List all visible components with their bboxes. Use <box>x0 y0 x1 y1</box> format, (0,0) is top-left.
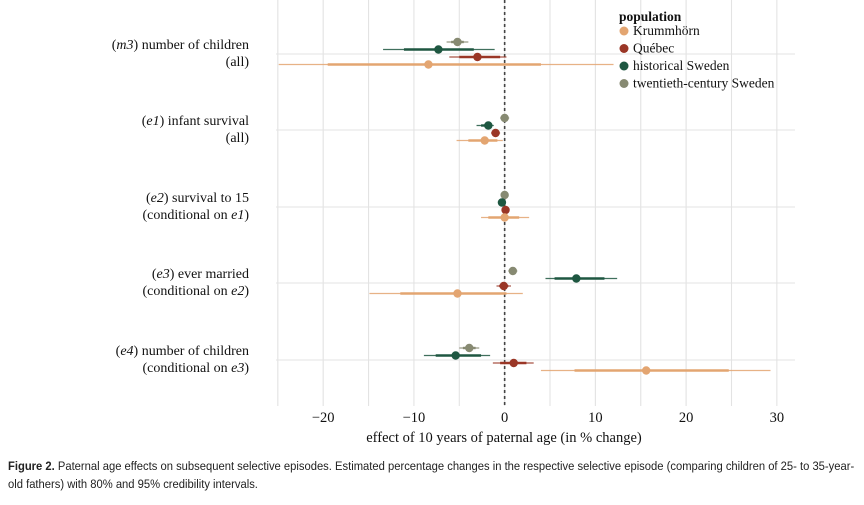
category-label-segment: e4 <box>120 344 133 359</box>
category-label: (e4) number of children <box>116 344 249 359</box>
y-axis-labels: (m3) number of children(all)(e1) infant … <box>112 38 250 376</box>
category-label-segment: (conditional on <box>142 361 231 376</box>
estimate-point <box>484 121 493 130</box>
category-label-segment: ) ever married <box>170 267 249 282</box>
estimate-point <box>641 366 651 375</box>
category-label: (conditional on e3) <box>142 361 249 376</box>
category-label-segment: e3 <box>231 361 244 376</box>
category-label-segment: ) <box>244 361 249 376</box>
category-label: (all) <box>226 55 250 70</box>
x-tick-label: 30 <box>770 410 785 426</box>
x-axis-ticks: −20 −10 0 10 20 30 <box>312 410 784 426</box>
category-label: (e1) infant survival <box>142 114 249 129</box>
legend-entry: twentieth-century Sweden <box>633 76 775 91</box>
estimate-point <box>434 45 443 54</box>
category-label-segment: e1 <box>231 208 244 223</box>
estimate-point <box>509 358 518 368</box>
category-label: (e2) survival to 15 <box>146 191 249 206</box>
category-label: (conditional on e2) <box>142 284 249 299</box>
category-label-segment: ( <box>116 344 121 359</box>
estimate-point <box>500 190 509 200</box>
category-label-segment: e3 <box>156 267 169 282</box>
estimate-point <box>508 266 518 276</box>
category-label-segment: e2 <box>151 191 164 206</box>
estimate-point <box>572 274 581 283</box>
category-label-segment: e1 <box>146 114 159 129</box>
estimate-point <box>499 281 508 291</box>
estimate-point <box>465 343 474 353</box>
legend-swatch <box>619 44 629 53</box>
caption-text: Paternal age effects on subsequent selec… <box>8 459 855 491</box>
estimate-point <box>501 205 510 215</box>
figure-caption: Figure 2. Paternal age effects on subseq… <box>8 457 859 493</box>
category-label-segment: m3 <box>116 38 133 53</box>
plot-marks <box>278 37 771 375</box>
category-label-segment: ) infant survival <box>160 114 250 129</box>
legend-entry: Krummhörn <box>633 23 700 38</box>
category-label-segment: ) number of children <box>134 38 249 53</box>
category-label-segment: (conditional on <box>142 284 231 299</box>
category-label: (conditional on e1) <box>142 208 249 223</box>
estimate-point <box>500 213 509 222</box>
category-label: (all) <box>226 131 250 146</box>
category-label-segment: ) <box>244 284 249 299</box>
grid <box>276 0 795 406</box>
category-label-segment: ( <box>152 267 157 282</box>
category-label-segment: e2 <box>231 284 244 299</box>
legend-title: population <box>619 9 682 24</box>
estimate-point <box>453 37 462 47</box>
x-tick-label: −20 <box>312 410 335 426</box>
x-tick-label: 0 <box>501 410 508 426</box>
x-axis-label: effect of 10 years of paternal age (in %… <box>366 430 642 446</box>
estimate-point <box>497 198 507 207</box>
category-label-segment: (conditional on <box>142 208 231 223</box>
legend-swatch <box>619 61 629 71</box>
estimate-point <box>453 289 462 298</box>
legend: population Krummhörn Québec historical Swe… <box>619 9 775 91</box>
estimate-point <box>424 60 433 69</box>
legend-swatch <box>619 79 629 88</box>
x-tick-label: 20 <box>679 410 694 426</box>
estimate-point <box>473 52 482 62</box>
legend-swatch <box>619 26 629 36</box>
category-label-segment: ( <box>146 191 151 206</box>
x-tick-label: −10 <box>403 410 426 426</box>
category-label-segment: (all) <box>226 55 250 70</box>
category-label-segment: ) survival to 15 <box>164 191 249 206</box>
category-label-segment: (all) <box>226 131 250 146</box>
estimate-point <box>451 351 460 360</box>
category-label-segment: ( <box>112 38 117 53</box>
caption-label: Figure 2. <box>8 459 55 473</box>
x-tick-label: 10 <box>588 410 603 426</box>
category-label: (m3) number of children <box>112 38 249 53</box>
category-label: (e3) ever married <box>152 267 249 282</box>
estimate-point <box>500 113 509 123</box>
category-label-segment: ) number of children <box>134 344 249 359</box>
category-label-segment: ) <box>244 208 249 223</box>
estimate-point <box>491 128 500 138</box>
estimate-point <box>480 136 489 145</box>
legend-entry: historical Sweden <box>633 58 730 73</box>
legend-entry: Québec <box>633 41 674 56</box>
category-label-segment: ( <box>142 114 147 129</box>
